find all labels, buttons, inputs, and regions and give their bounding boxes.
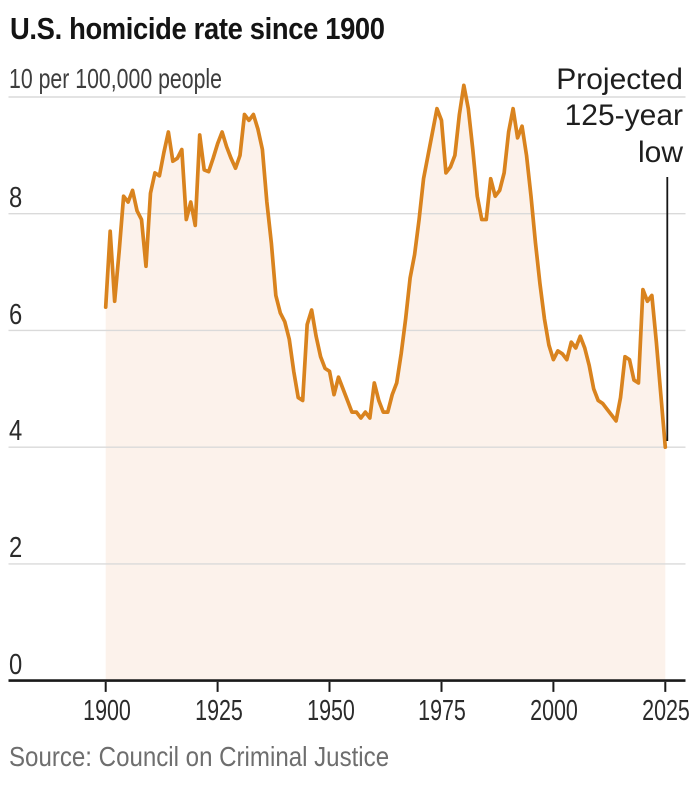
chart-title: U.S. homicide rate since 1900 [10, 11, 385, 46]
source-note: Source: Council on Criminal Justice [9, 741, 390, 772]
area-fill [105, 85, 666, 681]
x-tick-label-1950: 1950 [306, 695, 355, 727]
homicide-rate-line [103, 83, 668, 450]
y-tick-label-4: 4 [9, 415, 23, 448]
annotation-projected-low: Projected 125-year low [556, 62, 683, 171]
annotation-line-text: 125-year [564, 99, 683, 133]
annotation-line-text: Projected [556, 63, 683, 96]
y-axis-unit-label: 10 per 100,000 people [9, 63, 222, 94]
y-tick-label-8: 8 [9, 181, 23, 214]
y-tick-label-6: 6 [9, 298, 23, 331]
x-tick-label-1975: 1975 [418, 695, 467, 727]
annotation-line-text: low [637, 135, 683, 169]
y-tick-label-2: 2 [9, 532, 23, 565]
x-tick-label-1925: 1925 [194, 695, 243, 727]
x-tick-label-1900: 1900 [82, 695, 131, 727]
x-tick-label-2000: 2000 [530, 695, 579, 727]
x-tick-label-2025: 2025 [642, 695, 691, 727]
y-tick-label-0: 0 [9, 648, 23, 681]
